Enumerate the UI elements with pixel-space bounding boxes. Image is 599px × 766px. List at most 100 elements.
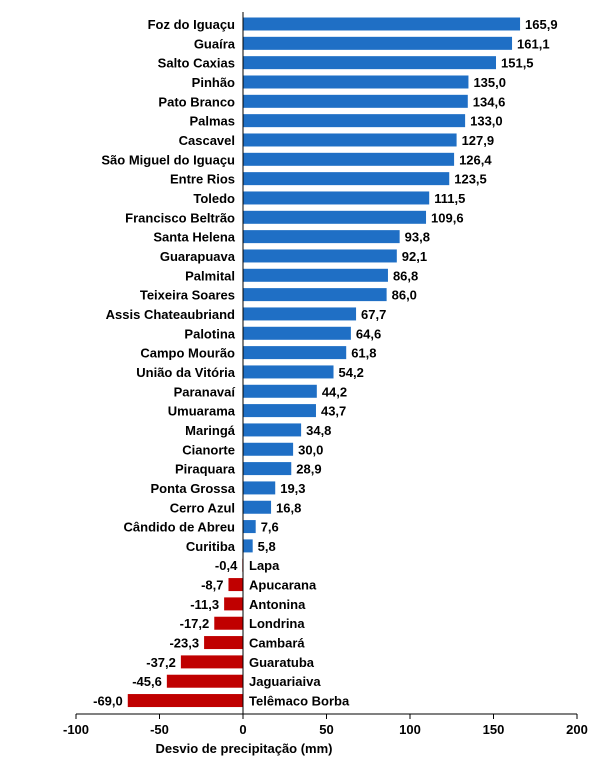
bar [243, 288, 387, 302]
value-label: 44,2 [322, 384, 347, 399]
bar [243, 114, 466, 128]
bar [204, 636, 243, 650]
bar [243, 230, 400, 244]
bar [243, 423, 302, 437]
category-label: Campo Mourão [140, 346, 235, 361]
category-label: Francisco Beltrão [125, 210, 235, 225]
bar [127, 694, 243, 708]
bar [243, 346, 347, 360]
category-label: Santa Helena [153, 230, 235, 245]
bar [243, 384, 317, 398]
category-label: Pinhão [192, 75, 235, 90]
category-label: União da Vitória [136, 365, 235, 380]
bar [243, 210, 427, 224]
value-label: 86,0 [392, 288, 417, 303]
bar [243, 307, 357, 321]
bar [243, 365, 334, 379]
category-label: Lapa [249, 558, 280, 573]
category-label: Cândido de Abreu [124, 520, 236, 535]
value-label: -23,3 [169, 636, 199, 651]
bar [243, 56, 497, 70]
category-label: Piraquara [175, 462, 236, 477]
value-label: 93,8 [405, 230, 430, 245]
value-label: 28,9 [296, 462, 321, 477]
value-label: 86,8 [393, 268, 418, 283]
value-label: 165,9 [525, 17, 558, 32]
bar [243, 17, 521, 31]
category-label: Salto Caxias [158, 56, 235, 71]
value-label: 111,5 [434, 191, 465, 206]
x-tick-label: -100 [63, 722, 89, 737]
bar [243, 249, 397, 263]
x-tick-label: 150 [483, 722, 505, 737]
x-tick-label: -50 [150, 722, 169, 737]
bar [243, 462, 292, 476]
value-label: 133,0 [470, 114, 503, 129]
category-label: Teixeira Soares [140, 288, 235, 303]
value-label: 64,6 [356, 326, 381, 341]
bar [214, 616, 243, 630]
value-label: -11,3 [190, 597, 219, 612]
category-label: Cerro Azul [170, 500, 235, 515]
category-label: São Miguel do Iguaçu [101, 152, 235, 167]
bar [243, 133, 457, 147]
category-label: Curitiba [186, 539, 236, 554]
bars-group [127, 17, 521, 708]
bar [180, 655, 243, 669]
category-label: Maringá [185, 423, 236, 438]
value-label: 54,2 [339, 365, 364, 380]
value-label: 123,5 [454, 172, 487, 187]
bar [243, 191, 430, 205]
value-label: 134,6 [473, 94, 506, 109]
category-label: Cambará [249, 636, 305, 651]
category-label: Guaíra [194, 36, 236, 51]
value-label: -8,7 [201, 578, 223, 593]
x-tick-label: 50 [319, 722, 333, 737]
bar [243, 268, 388, 282]
category-label: Palotina [184, 326, 235, 341]
value-label: 151,5 [501, 56, 534, 71]
category-label: Toledo [193, 191, 235, 206]
category-label: Ponta Grossa [150, 481, 235, 496]
value-label: -0,4 [215, 558, 238, 573]
category-label: Guaratuba [249, 655, 315, 670]
value-label: 92,1 [402, 249, 427, 264]
value-label: -17,2 [180, 616, 210, 631]
value-label: 43,7 [321, 404, 346, 419]
category-label: Pato Branco [158, 94, 235, 109]
bar [243, 500, 272, 514]
category-label: Paranavaí [174, 384, 236, 399]
bar [243, 172, 450, 186]
category-label: Londrina [249, 616, 305, 631]
value-label: 67,7 [361, 307, 386, 322]
bar [243, 520, 256, 534]
value-label: -69,0 [93, 694, 123, 709]
value-label: 109,6 [431, 210, 464, 225]
category-label: Cianorte [182, 442, 235, 457]
value-label: 19,3 [280, 481, 305, 496]
category-label: Antonina [249, 597, 306, 612]
category-label: Guarapuava [160, 249, 236, 264]
value-label: 161,1 [517, 36, 550, 51]
category-label: Palmital [185, 268, 235, 283]
category-label: Telêmaco Borba [249, 694, 350, 709]
category-label: Umuarama [168, 404, 236, 419]
value-label: 126,4 [459, 152, 492, 167]
bar [228, 578, 243, 592]
category-label: Apucarana [249, 578, 317, 593]
category-label: Cascavel [179, 133, 235, 148]
bar [243, 36, 513, 50]
x-tick-label: 200 [566, 722, 588, 737]
value-label: 61,8 [351, 346, 376, 361]
bar [243, 481, 276, 495]
x-tick-label: 0 [239, 722, 246, 737]
bar [243, 404, 316, 418]
labels-group: Foz do Iguaçu 165,9 Guaíra 161,1 Salto Caxia… [93, 17, 557, 709]
value-label: 34,8 [306, 423, 331, 438]
x-axis: -100 -50 0 50 100 150 200 [63, 12, 588, 737]
value-label: 16,8 [276, 500, 301, 515]
bar [243, 94, 468, 108]
category-label: Foz do Iguaçu [148, 17, 235, 32]
value-label: -37,2 [146, 655, 176, 670]
